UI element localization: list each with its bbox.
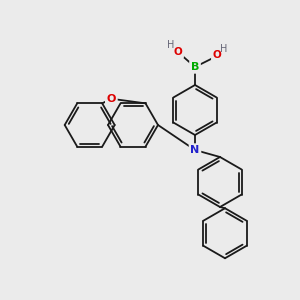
Text: O: O [107,94,116,104]
Text: N: N [190,145,200,155]
Text: O: O [213,50,221,60]
Text: O: O [174,47,182,57]
Text: B: B [191,62,199,72]
Text: H: H [167,40,175,50]
Text: H: H [220,44,228,54]
